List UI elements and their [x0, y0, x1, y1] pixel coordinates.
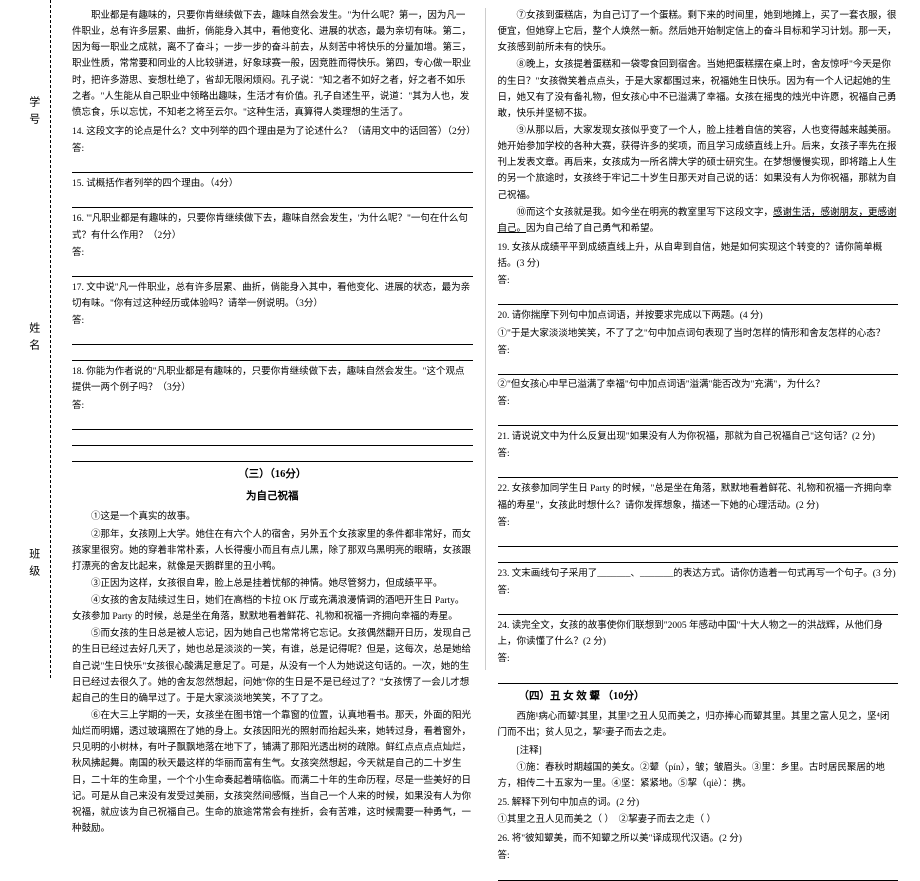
answer-line: [498, 291, 899, 305]
story-p3: ③正因为这样，女孩很自卑，脸上总是挂着忧郁的神情。她尽管努力，但成绩平平。: [72, 576, 473, 592]
story-p10: ⑩而这个女孩就是我。如今坐在明亮的教室里写下这段文字，感谢生活，感谢朋友，更感谢…: [498, 205, 899, 237]
right-column: ⑦女孩到蛋糕店，为自己订了一个蛋糕。剩下来的时间里，她到地摊上，买了一套衣服，很…: [486, 0, 911, 678]
story-p1: ①这是一个真实的故事。: [72, 509, 473, 525]
question-20: 20. 请你揣摩下列句中加点词语，并按要求完成以下两题。(4 分): [498, 308, 899, 324]
answer-line: [72, 194, 473, 208]
story-title: 为自己祝福: [72, 488, 473, 506]
answer-prefix: 答:: [498, 273, 899, 289]
answer-line: [72, 448, 473, 462]
question-20b: ②"但女孩心中早已溢满了幸福"句中加点词语"溢满"能否改为"充满"，为什么？: [498, 377, 899, 393]
question-26: 26. 将"彼知颦美，而不知颦之所以美"译成现代汉语。(2 分): [498, 831, 899, 847]
section-3-label: （三）（16分）: [72, 466, 473, 484]
answer-line: [498, 533, 899, 547]
answer-prefix: 答:: [498, 515, 899, 531]
answer-prefix: 答:: [498, 583, 899, 599]
question-25: 25. 解释下列句中加点的词。(2 分): [498, 795, 899, 811]
cut-line: [50, 0, 51, 678]
answer-line: [498, 601, 899, 615]
story-p4: ④女孩的舍友陆续过生日，她们在高档的卡拉 OK 厅或充满浪漫情调的酒吧开生日 P…: [72, 593, 473, 625]
side-labels: 学号 姓名 班级: [18, 0, 48, 678]
story-p8: ⑧晚上，女孩提着蛋糕和一袋零食回到宿舍。当她把蛋糕摆在桌上时，舍友惊呼"今天是你…: [498, 57, 899, 122]
q25b-text: ②挈妻子而去之走（ ）: [619, 815, 716, 825]
section-4-title: （四）丑 女 效 颦 （10分）: [498, 688, 899, 706]
answer-prefix: 答:: [498, 446, 899, 462]
answer-prefix: 答:: [72, 313, 473, 329]
question-22: 22. 女孩参加同学生日 Party 的时候，"总是坐在角落，默默地看着鲜花、礼…: [498, 481, 899, 513]
notes-text: ①施：春秋时期越国的美女。②颦（pín），皱；皱眉头。③里：乡里。古时居民聚居的…: [498, 760, 899, 792]
question-15: 15. 试概括作者列举的四个理由。（4分）: [72, 176, 473, 192]
side-label-class: 班级: [24, 548, 42, 582]
answer-prefix: 答:: [498, 848, 899, 864]
content-columns: 职业都是有趣味的，只要你肯继续做下去，趣味自然会发生。"为什么呢？第一，因为凡一…: [0, 0, 920, 678]
question-19: 19. 女孩从成绩平平到成绩直线上升，从自卑到自信，她是如何实现这个转变的？请你…: [498, 240, 899, 272]
question-17: 17. 文中说"凡一件职业，总有许多层累、曲折，倘能身入其中，看他变化、进展的状…: [72, 280, 473, 312]
q25a-text: ①其里之丑人见而美之（ ）: [498, 815, 610, 825]
answer-line: [72, 432, 473, 446]
passage-p1: 职业都是有趣味的，只要你肯继续做下去，趣味自然会发生。"为什么呢？第一，因为凡一…: [72, 8, 473, 121]
left-column: 职业都是有趣味的，只要你肯继续做下去，趣味自然会发生。"为什么呢？第一，因为凡一…: [60, 0, 485, 678]
answer-line: [72, 416, 473, 430]
answer-line: [498, 464, 899, 478]
answer-line: [72, 159, 473, 173]
story-p2: ②那年，女孩刚上大学。她住在有六个人的宿舍，另外五个女孩家里的条件都非常好，而女…: [72, 527, 473, 575]
answer-prefix: 答:: [72, 141, 473, 157]
story-p9: ⑨从那以后，大家发现女孩似乎变了一个人，脸上挂着自信的笑容，人也变得越来越美丽。…: [498, 123, 899, 204]
answer-line: [498, 549, 899, 563]
answer-line: [498, 412, 899, 426]
answer-line: [498, 670, 899, 684]
question-24: 24. 读完全文，女孩的故事使你们联想到"2005 年感动中国"十大人物之一的洪…: [498, 618, 899, 650]
question-25a: ①其里之丑人见而美之（ ） ②挈妻子而去之走（ ）: [498, 812, 899, 828]
answer-line: [72, 263, 473, 277]
question-23: 23. 文末画线句子采用了_______、_______的表达方式。请你仿造着一…: [498, 566, 899, 582]
story-p6: ⑥在大三上学期的一天，女孩坐在图书馆一个靠窗的位置，认真地看书。那天，外面的阳光…: [72, 708, 473, 837]
answer-prefix: 答:: [498, 651, 899, 667]
answer-prefix: 答:: [72, 398, 473, 414]
answer-prefix: 答:: [498, 394, 899, 410]
answer-prefix: 答:: [72, 245, 473, 261]
question-20a: ①"于是大家淡淡地笑笑，不了了之"句中加点词句表现了当时怎样的情形和舍友怎样的心…: [498, 326, 899, 342]
side-label-id: 学号: [24, 96, 42, 130]
side-label-name: 姓名: [24, 322, 42, 356]
question-14: 14. 这段文字的论点是什么？文中列举的四个理由是为了论述什么？（请用文中的话回…: [72, 124, 473, 140]
question-21: 21. 请说说文中为什么反复出现"如果没有人为你祝福，那就为自己祝福自己"这句话…: [498, 429, 899, 445]
answer-line: [72, 331, 473, 345]
classical-p1: 西施¹病心而颦²其里，其里³之丑人见而美之，归亦捧心而颦其里。其里之富人见之，坚…: [498, 709, 899, 741]
story-p7: ⑦女孩到蛋糕店，为自己订了一个蛋糕。剩下来的时间里，她到地摊上，买了一套衣服，很…: [498, 8, 899, 56]
story-p5: ⑤而女孩的生日总是被人忘记，因为她自己也常常将它忘记。女孩偶然翻开日历，发现自己…: [72, 626, 473, 707]
question-16: 16. "'凡职业都是有趣味的，只要你肯继续做下去，趣味自然会发生，'为什么呢？…: [72, 211, 473, 243]
answer-line: [72, 347, 473, 361]
question-18: 18. 你能为作者说的"凡职业都是有趣味的，只要你肯继续做下去，趣味自然会发生。…: [72, 364, 473, 396]
notes-label: [注释]: [498, 743, 899, 759]
answer-line: [498, 867, 899, 881]
answer-prefix: 答:: [498, 343, 899, 359]
answer-line: [498, 361, 899, 375]
